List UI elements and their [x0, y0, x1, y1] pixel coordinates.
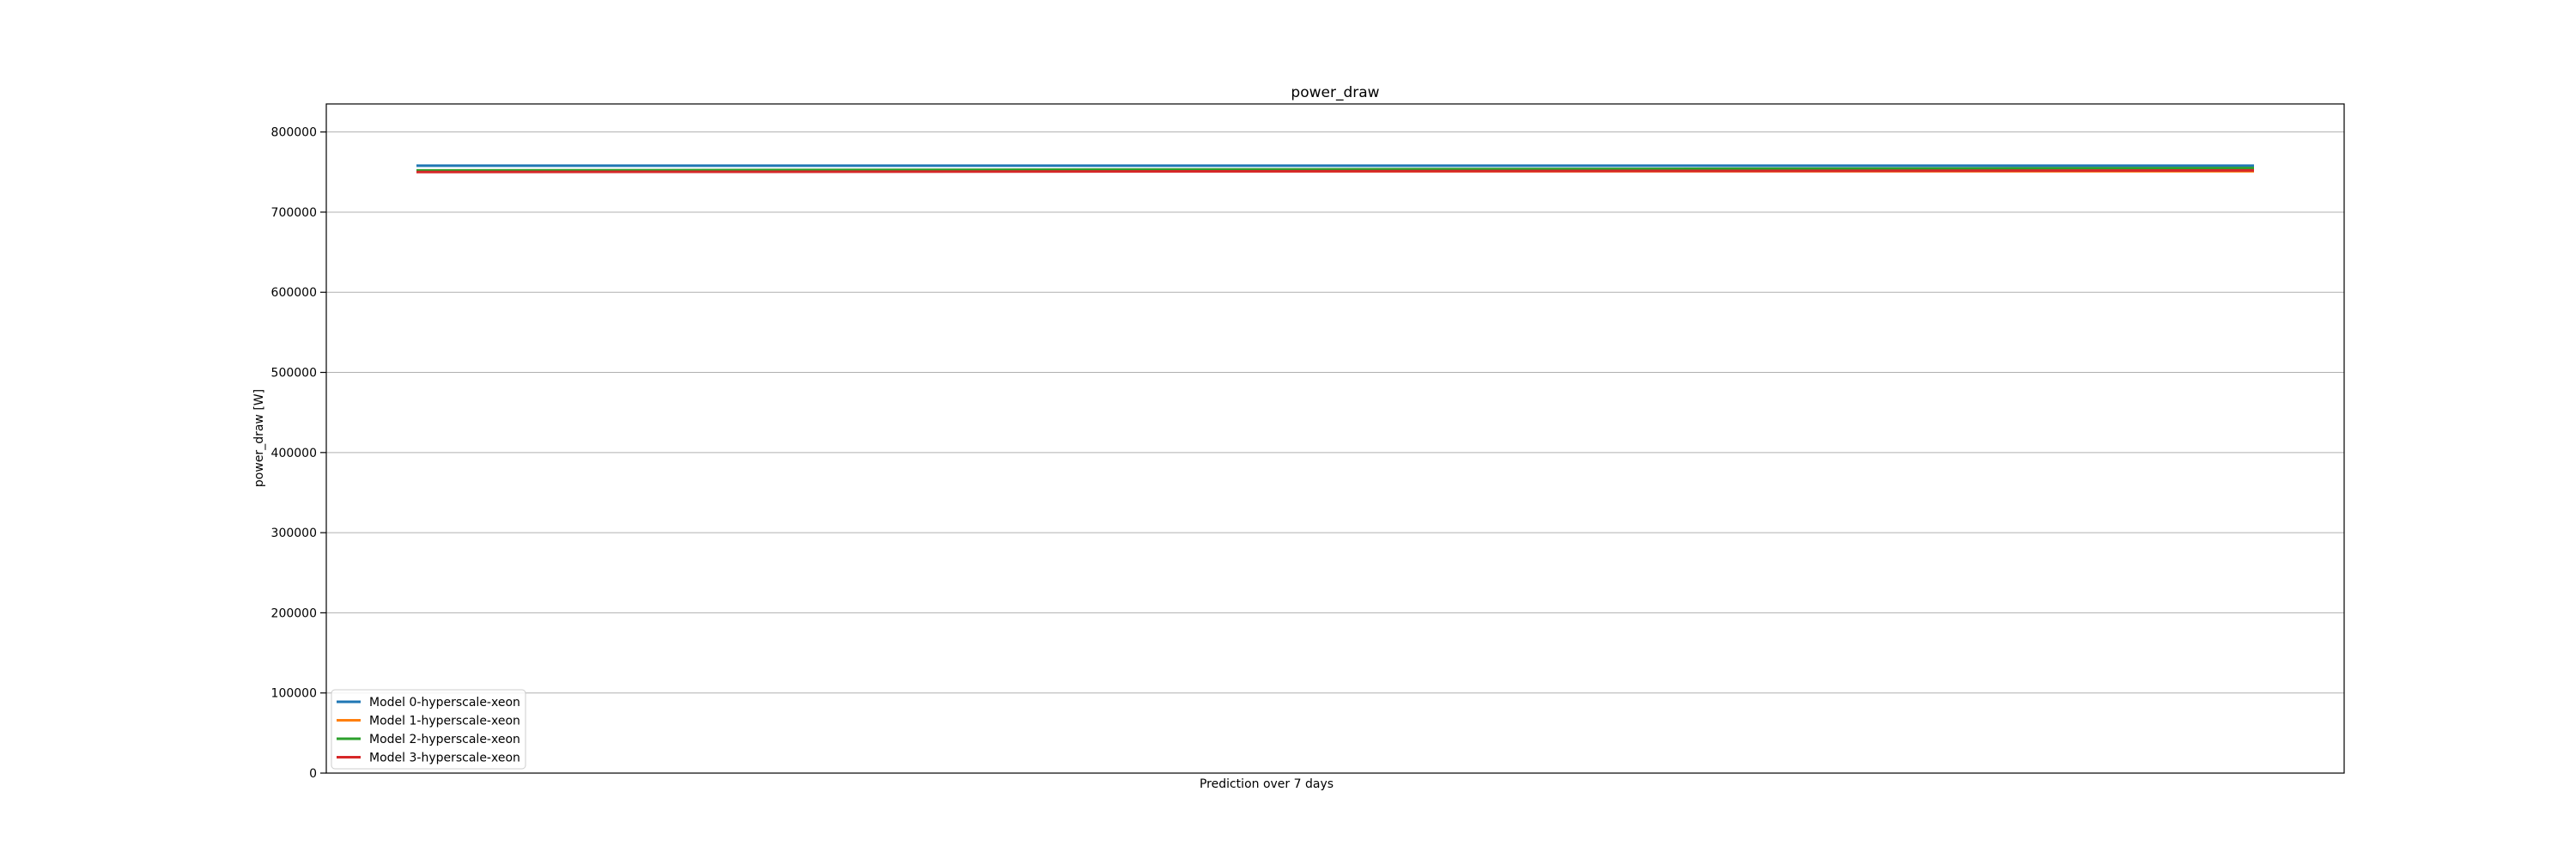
legend-label-model-3: Model 3-hyperscale-xeon [369, 752, 520, 765]
legend-label-model-0: Model 0-hyperscale-xeon [369, 696, 520, 710]
series-line-model-2 [416, 167, 2255, 172]
y-tick-label: 300000 [271, 527, 317, 540]
legend-label-model-2: Model 2-hyperscale-xeon [369, 733, 520, 746]
y-tick-label: 700000 [271, 206, 317, 220]
y-tick-label: 800000 [271, 126, 317, 140]
x-axis-label: Prediction over 7 days [1200, 777, 1334, 791]
series-lines [416, 164, 2255, 174]
legend-label-model-1: Model 1-hyperscale-xeon [369, 715, 520, 728]
y-tick-label: 500000 [271, 367, 317, 381]
chart-title: power_draw [1291, 84, 1379, 101]
y-tick-label: 100000 [271, 687, 317, 701]
series-line-model-3 [416, 168, 2255, 174]
y-tick-label: 400000 [271, 447, 317, 460]
gridlines [326, 131, 2344, 774]
plot-frame [325, 103, 2345, 774]
legend-box [331, 689, 526, 770]
y-tick-label: 200000 [271, 606, 317, 620]
y-axis-ticks: 0 100000 200000 300000 400000 500000 600000 700… [271, 126, 326, 781]
y-tick-label: 0 [309, 767, 317, 781]
y-tick-label: 600000 [271, 286, 317, 300]
legend: Model 0-hyperscale-xeon Model 1-hyperscal… [331, 689, 526, 770]
y-axis-label: power_draw [W] [252, 389, 266, 487]
